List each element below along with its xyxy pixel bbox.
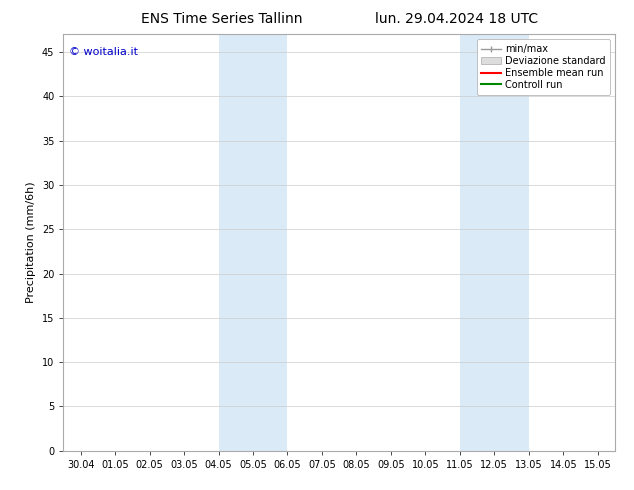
- Bar: [219, 34, 287, 451]
- Text: lun. 29.04.2024 18 UTC: lun. 29.04.2024 18 UTC: [375, 12, 538, 26]
- Text: © woitalia.it: © woitalia.it: [69, 47, 138, 57]
- Text: ENS Time Series Tallinn: ENS Time Series Tallinn: [141, 12, 302, 26]
- Bar: [460, 34, 529, 451]
- Y-axis label: Precipitation (mm/6h): Precipitation (mm/6h): [27, 182, 36, 303]
- Legend: min/max, Deviazione standard, Ensemble mean run, Controll run: min/max, Deviazione standard, Ensemble m…: [477, 39, 610, 95]
